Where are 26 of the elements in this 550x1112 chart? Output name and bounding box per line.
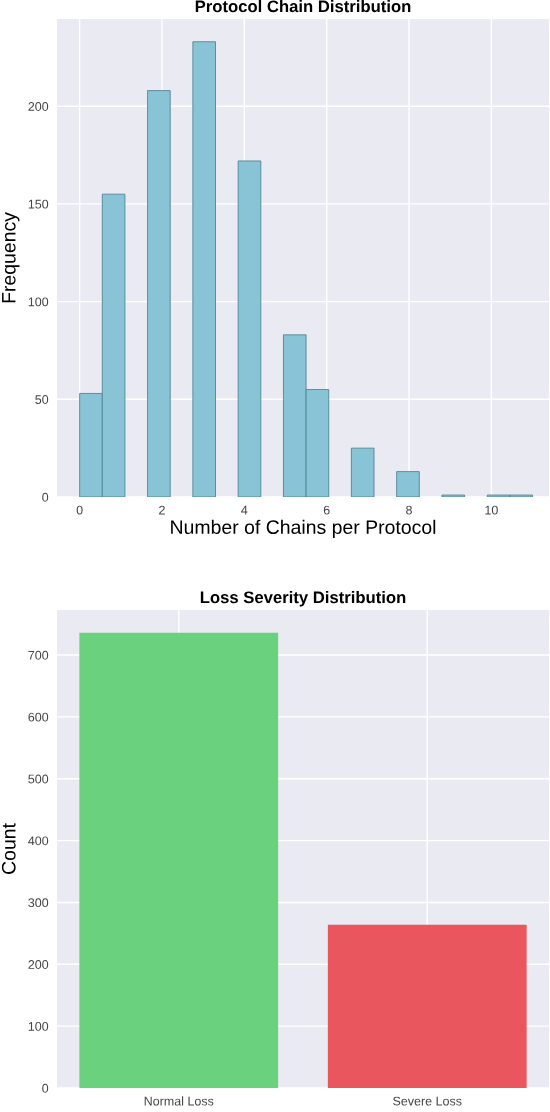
y-tick-label: 50	[35, 395, 49, 404]
y-tick-label: 0	[42, 492, 49, 502]
y-tick-label: 200	[28, 102, 49, 111]
x-tick-label: Normal Loss	[144, 1096, 214, 1106]
x-tick-label: Severe Loss	[393, 1096, 462, 1106]
x-tick-label: 4	[241, 505, 248, 515]
y-tick-label: 500	[28, 774, 49, 784]
x-tick-label: 6	[323, 505, 330, 515]
y-tick-label: 0	[42, 1083, 49, 1093]
x-tick-label: 2	[159, 505, 165, 515]
y-tick-label: 300	[28, 898, 49, 908]
y-axis-title: Count	[1, 823, 16, 874]
y-tick-label: 400	[28, 836, 49, 846]
y-tick-label: 200	[28, 960, 49, 969]
y-tick-label: 150	[28, 199, 49, 209]
y-tick-label: 100	[28, 1021, 49, 1031]
y-tick-label: 100	[28, 297, 49, 307]
x-tick-label: 8	[406, 505, 412, 515]
y-tick-label: 600	[28, 712, 49, 722]
x-tick-label: 0	[76, 505, 83, 515]
x-tick-label: 10	[485, 505, 498, 515]
x-axis-title: Number of Chains per Protocol	[171, 519, 436, 538]
chart-title: Protocol Chain Distribution	[195, 0, 411, 13]
y-axis-title: Frequency	[2, 212, 20, 303]
y-tick-label: 700	[28, 650, 49, 660]
chart-title: Loss Severity Distribution	[200, 590, 406, 607]
